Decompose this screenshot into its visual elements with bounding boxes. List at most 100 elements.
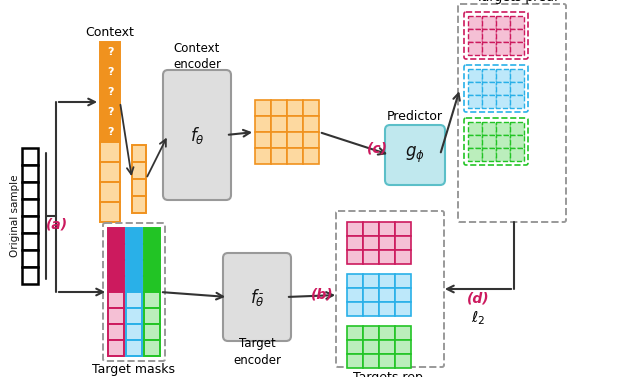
Bar <box>347 274 363 288</box>
Bar <box>108 292 124 308</box>
Bar <box>144 324 160 340</box>
FancyBboxPatch shape <box>223 253 291 341</box>
Bar <box>132 162 146 179</box>
Text: (d): (d) <box>467 291 490 305</box>
Bar <box>108 244 124 260</box>
Bar <box>363 326 379 340</box>
Bar <box>347 326 363 340</box>
Bar <box>100 102 120 122</box>
Bar <box>108 276 124 292</box>
Bar <box>303 100 319 116</box>
Bar <box>126 324 142 340</box>
Bar <box>255 148 271 164</box>
Bar <box>482 16 496 29</box>
Bar <box>482 69 496 82</box>
Bar <box>468 69 482 82</box>
Bar <box>347 354 363 368</box>
Text: $f_{\bar\theta}$: $f_{\bar\theta}$ <box>250 287 264 308</box>
Bar <box>126 340 142 356</box>
Bar <box>510 42 524 55</box>
Bar <box>255 132 271 148</box>
Bar <box>510 148 524 161</box>
Bar <box>395 326 411 340</box>
Text: Target
encoder: Target encoder <box>233 337 281 366</box>
Bar <box>496 29 510 42</box>
Bar <box>255 100 271 116</box>
Bar <box>132 145 146 162</box>
Bar <box>22 267 38 284</box>
Bar <box>22 233 38 250</box>
Bar <box>468 135 482 148</box>
Bar <box>363 250 379 264</box>
Bar <box>144 308 160 324</box>
Bar <box>144 292 160 308</box>
Bar <box>347 288 363 302</box>
Bar <box>468 122 482 135</box>
Bar <box>22 165 38 182</box>
Bar <box>510 29 524 42</box>
Text: Targets pred.: Targets pred. <box>476 0 558 5</box>
Bar <box>347 236 363 250</box>
Text: $\ell_2$: $\ell_2$ <box>471 309 485 327</box>
Bar <box>468 42 482 55</box>
Bar <box>510 135 524 148</box>
Bar <box>363 222 379 236</box>
Bar <box>347 340 363 354</box>
Bar <box>379 236 395 250</box>
Bar <box>363 354 379 368</box>
Bar <box>22 199 38 216</box>
Bar <box>468 29 482 42</box>
Bar <box>379 302 395 316</box>
Text: $f_\theta$: $f_\theta$ <box>189 124 204 146</box>
Bar <box>482 42 496 55</box>
Bar <box>363 340 379 354</box>
Bar <box>468 95 482 108</box>
Bar <box>126 276 142 292</box>
Bar <box>126 308 142 324</box>
Bar <box>482 95 496 108</box>
Bar <box>22 148 38 165</box>
Bar <box>100 122 120 142</box>
Bar <box>287 132 303 148</box>
Text: ?: ? <box>107 67 113 77</box>
Bar <box>100 162 120 182</box>
Bar <box>363 274 379 288</box>
Bar <box>379 288 395 302</box>
Bar <box>303 116 319 132</box>
Bar <box>144 228 160 244</box>
Bar <box>395 274 411 288</box>
Bar <box>395 236 411 250</box>
Bar <box>496 69 510 82</box>
Bar <box>100 142 120 162</box>
Bar <box>287 116 303 132</box>
Bar <box>496 42 510 55</box>
Bar <box>379 326 395 340</box>
Bar <box>100 62 120 82</box>
Bar <box>271 100 287 116</box>
Bar <box>347 302 363 316</box>
Text: (a): (a) <box>46 218 68 232</box>
Bar <box>395 222 411 236</box>
Bar <box>482 148 496 161</box>
Bar <box>287 148 303 164</box>
Bar <box>271 148 287 164</box>
Text: Predictor: Predictor <box>387 110 443 124</box>
Bar <box>22 182 38 199</box>
Bar <box>395 250 411 264</box>
Text: Target masks: Target masks <box>93 363 175 377</box>
Bar <box>144 244 160 260</box>
Bar <box>144 260 160 276</box>
Bar <box>395 302 411 316</box>
Bar <box>108 228 124 244</box>
Bar <box>510 16 524 29</box>
Bar <box>100 42 120 62</box>
Bar <box>468 16 482 29</box>
Bar <box>126 228 142 244</box>
Bar <box>510 69 524 82</box>
Bar <box>496 148 510 161</box>
Bar <box>363 302 379 316</box>
Bar <box>395 340 411 354</box>
Bar <box>468 148 482 161</box>
FancyBboxPatch shape <box>385 125 445 185</box>
Bar <box>126 244 142 260</box>
